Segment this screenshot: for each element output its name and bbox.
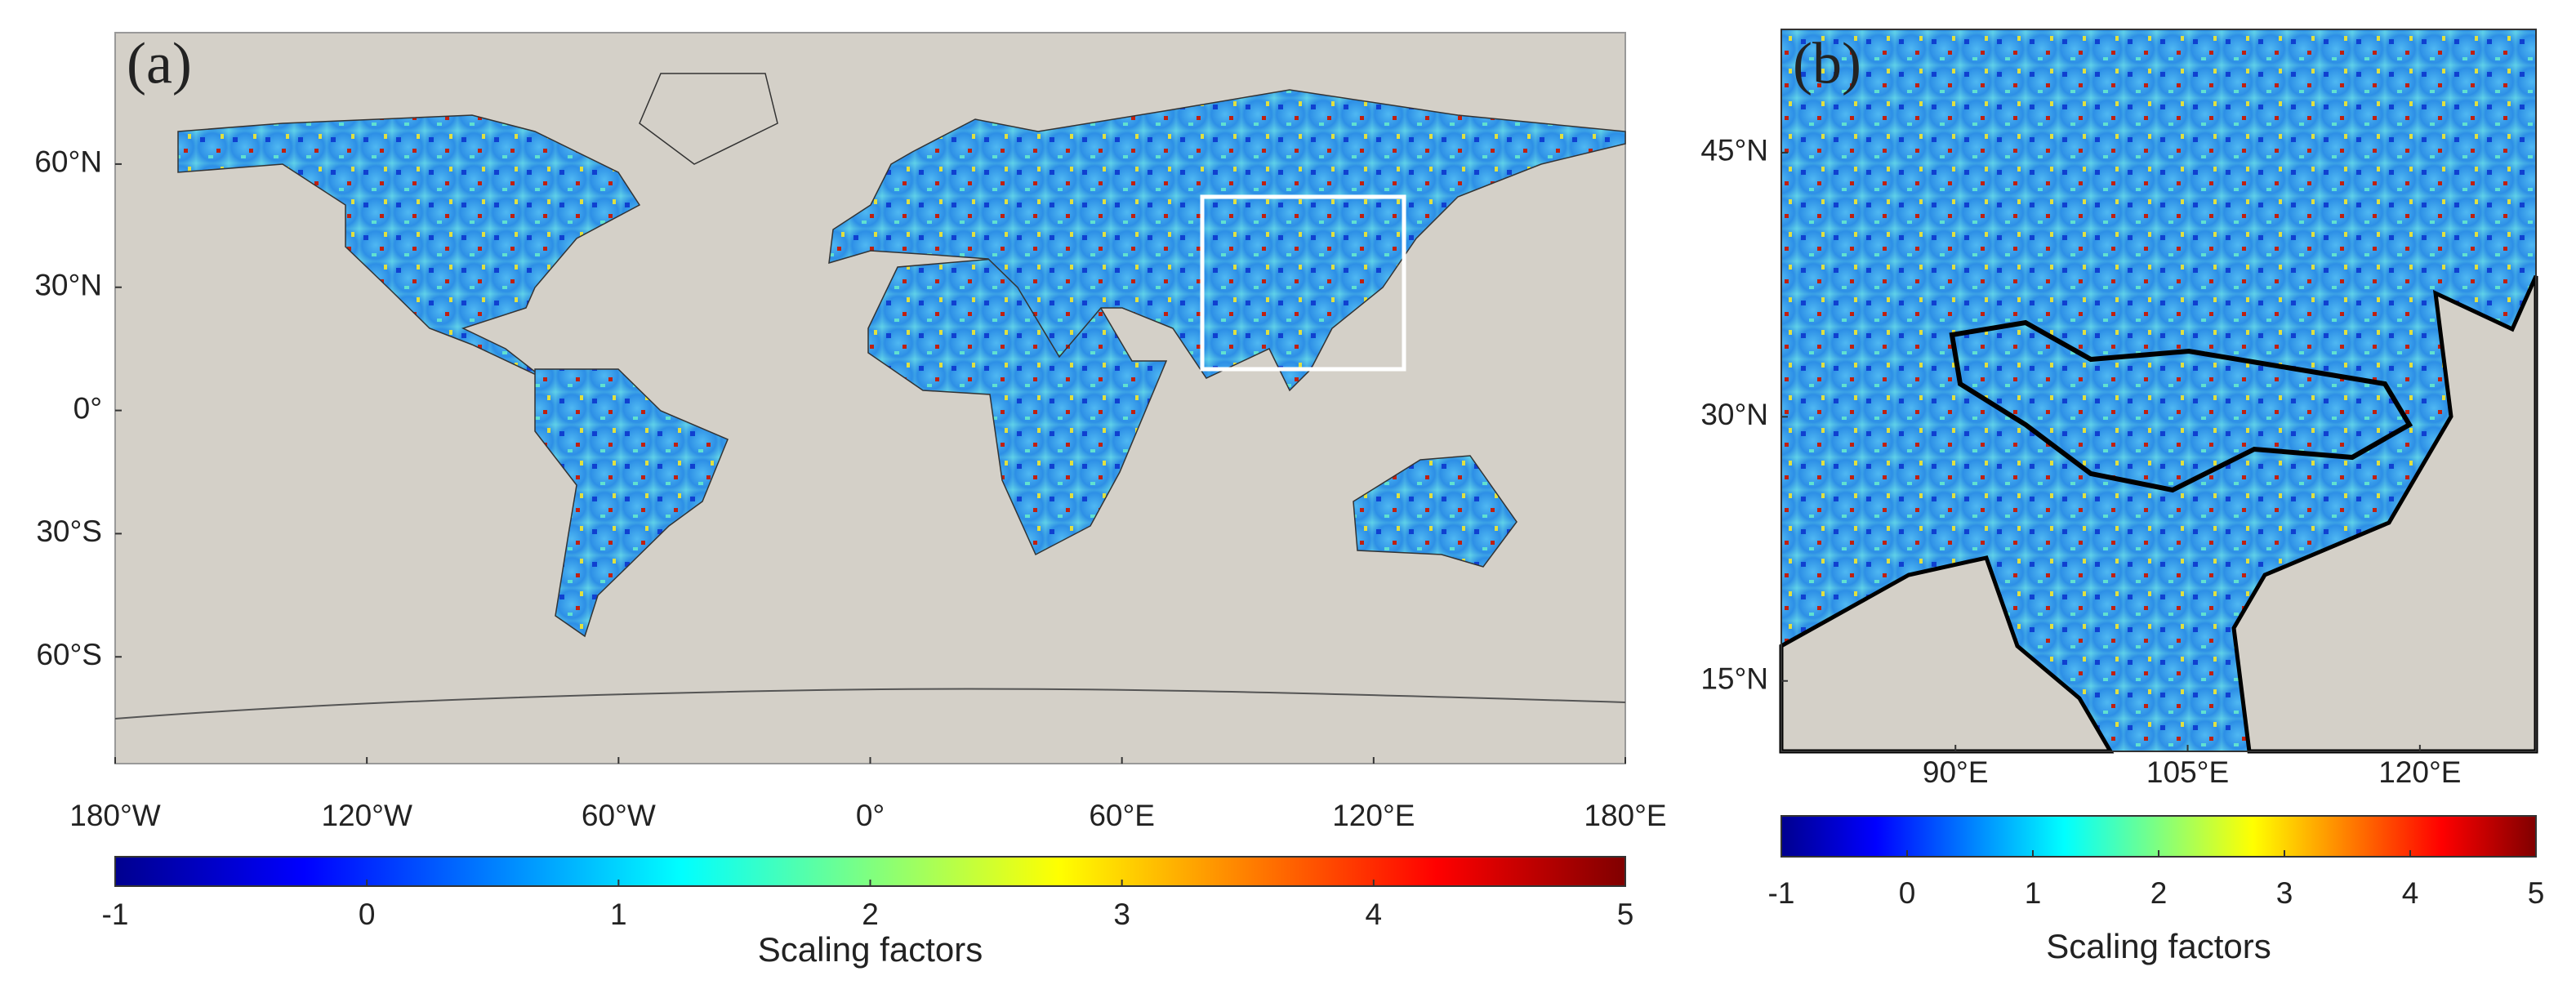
colorbar-tick-label: 3: [1113, 898, 1130, 931]
lat-tick-label: 30°N: [34, 269, 102, 302]
lat-tick-label: 30°N: [1700, 398, 1768, 431]
lon-tick-label: 90°E: [1923, 755, 1989, 789]
lon-tick-label: 105°E: [2146, 755, 2229, 789]
world-map: [114, 32, 1626, 764]
lon-tick-label: 60°W: [582, 799, 656, 832]
lon-tick-label: 60°E: [1089, 799, 1155, 832]
colorbar-label: Scaling factors: [758, 930, 983, 969]
colorbar-tick-label: 3: [2276, 876, 2293, 910]
colorbar-tick-label: -1: [1768, 876, 1795, 910]
colorbar-tick-label: 0: [359, 898, 376, 931]
colorbar-tick-label: 4: [1366, 898, 1383, 931]
colorbar-tick-label: 4: [2402, 876, 2419, 910]
colorbar-tick-label: 0: [1899, 876, 1916, 910]
lon-tick-label: 0°: [856, 799, 885, 832]
panel-label: (a): [127, 31, 192, 96]
lat-tick-label: 45°N: [1700, 134, 1768, 167]
lat-tick-label: 30°S: [36, 515, 102, 548]
lat-tick-label: 15°N: [1700, 662, 1768, 696]
lon-tick-label: 180°W: [69, 799, 161, 832]
colorbar-tick-label: -1: [102, 898, 129, 931]
colorbar: [1780, 815, 2537, 858]
colorbar-tick-label: 1: [610, 898, 627, 931]
lat-tick-label: 60°N: [34, 145, 102, 179]
colorbar-tick-label: 1: [2025, 876, 2042, 910]
colorbar-tick-label: 5: [1617, 898, 1634, 931]
lon-tick-label: 120°E: [2378, 755, 2461, 789]
panel-label: (b): [1793, 31, 1861, 96]
lon-tick-label: 180°E: [1584, 799, 1666, 832]
lon-tick-label: 120°W: [321, 799, 412, 832]
colorbar-tick-label: 5: [2528, 876, 2545, 910]
colorbar-tick-label: 2: [2150, 876, 2168, 910]
regional-map: [1779, 29, 2538, 754]
colorbar-tick-label: 2: [862, 898, 879, 931]
lat-tick-label: 60°S: [36, 638, 102, 671]
lat-tick-label: 0°: [74, 391, 102, 425]
lon-tick-label: 120°E: [1332, 799, 1415, 832]
colorbar-label: Scaling factors: [2046, 927, 2271, 965]
